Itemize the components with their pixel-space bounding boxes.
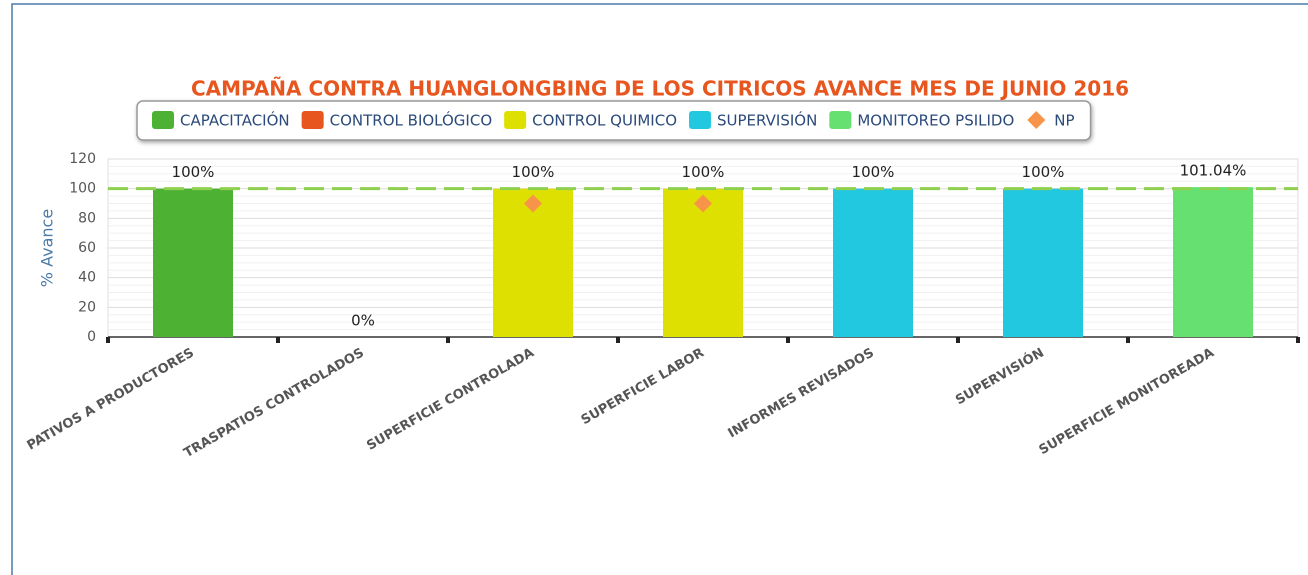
x-tick-label: SUPERFICIE LABOR bbox=[579, 346, 707, 429]
bar bbox=[663, 188, 743, 337]
np-marker bbox=[694, 194, 712, 213]
legend-symbol bbox=[1027, 111, 1046, 129]
data-label: 100% bbox=[682, 163, 725, 181]
legend-symbol bbox=[504, 111, 527, 129]
y-tick-label: 0 bbox=[87, 329, 96, 345]
legend-symbol bbox=[689, 111, 712, 129]
legend-entry: CAPACITACIÓN bbox=[180, 111, 290, 130]
x-tick-label: INFORMES REVISADOS bbox=[726, 346, 877, 442]
y-tick-label: 60 bbox=[78, 240, 96, 256]
legend-entry: NP bbox=[1054, 112, 1074, 130]
np-marker bbox=[524, 194, 542, 213]
legend-box bbox=[136, 100, 1092, 141]
legend-entry: CONTROL BIOLÓGICO bbox=[330, 111, 493, 130]
chart-title: CAMPAÑA CONTRA HUANGLONGBING DE LOS CITR… bbox=[191, 77, 1129, 101]
y-axis-title: % Avance bbox=[38, 209, 57, 287]
x-tick bbox=[276, 337, 280, 343]
data-label: 0% bbox=[351, 312, 375, 330]
data-label: 100% bbox=[512, 163, 555, 181]
legend-symbol bbox=[301, 111, 324, 129]
bar bbox=[153, 188, 233, 337]
y-tick-label: 100 bbox=[69, 181, 96, 197]
bar bbox=[493, 188, 573, 337]
frame bbox=[11, 3, 1308, 575]
bar bbox=[1003, 188, 1083, 337]
x-tick bbox=[956, 337, 960, 343]
legend-entry: SUPERVISIÓN bbox=[717, 111, 817, 130]
y-tick-label: 120 bbox=[69, 151, 96, 167]
x-tick bbox=[1126, 337, 1130, 343]
x-tick-label: PATIVOS A PRODUCTORES bbox=[25, 346, 197, 454]
x-tick-label: SUPERVISIÓN bbox=[953, 345, 1047, 409]
x-tick bbox=[446, 337, 450, 343]
x-tick-label: SUPERFICIE MONITOREADA bbox=[1037, 346, 1217, 459]
x-tick bbox=[106, 337, 110, 343]
y-tick-label: 80 bbox=[78, 210, 96, 226]
x-tick bbox=[616, 337, 620, 343]
data-label: 101.04% bbox=[1180, 162, 1247, 180]
data-label: 100% bbox=[172, 163, 215, 181]
y-tick-label: 40 bbox=[78, 270, 96, 286]
x-tick bbox=[1296, 337, 1300, 343]
legend-entry: CONTROL QUIMICO bbox=[532, 112, 677, 130]
data-label: 100% bbox=[852, 163, 895, 181]
legend-symbol bbox=[829, 111, 852, 129]
y-tick-label: 20 bbox=[78, 299, 96, 315]
legend-symbol bbox=[152, 111, 174, 129]
legend-entry: MONITOREO PSILIDO bbox=[857, 112, 1014, 130]
x-tick bbox=[786, 337, 790, 343]
data-label: 100% bbox=[1022, 163, 1065, 181]
x-tick-label: SUPERFICIE CONTROLADA bbox=[364, 346, 536, 454]
bar bbox=[1173, 187, 1253, 337]
x-tick-label: TRASPATIOS CONTROLADOS bbox=[181, 346, 366, 462]
bar bbox=[833, 188, 913, 337]
